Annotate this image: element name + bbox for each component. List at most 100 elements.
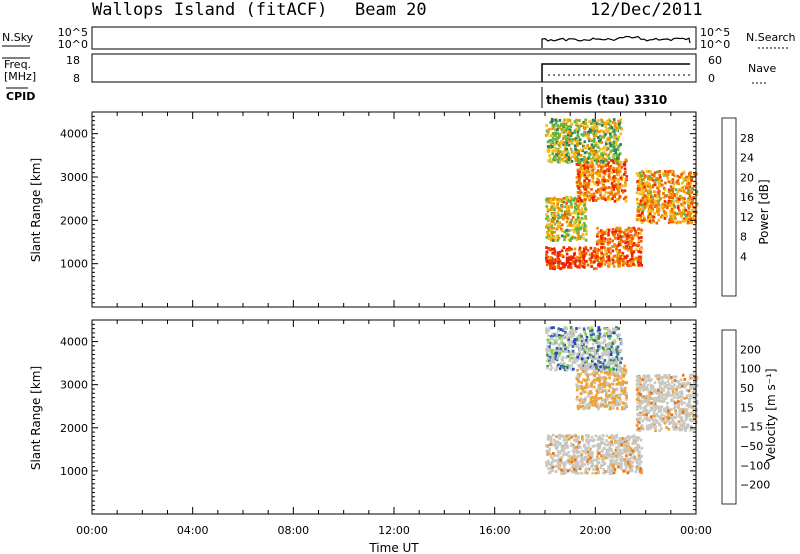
power-cell (571, 260, 575, 264)
velocity-cell (597, 345, 600, 348)
power-cell (573, 154, 577, 158)
velocity-cell (585, 471, 589, 475)
power-cell (651, 203, 654, 206)
velocity-cell (665, 415, 669, 419)
velocity-cell (666, 401, 669, 405)
velocity-cell (677, 414, 681, 417)
velocity-cell (596, 438, 600, 441)
velocity-cell (637, 392, 641, 396)
power-cell (611, 143, 614, 147)
power-cell (649, 202, 653, 206)
velocity-cell (551, 465, 555, 469)
velocity-cell (572, 340, 576, 344)
velocity-cell (578, 399, 581, 402)
power-cell (590, 188, 593, 191)
power-cell (600, 141, 604, 144)
power-cell (617, 261, 620, 264)
velocity-cell (633, 458, 637, 461)
power-cell (674, 217, 677, 220)
power-cell (574, 259, 578, 263)
power-cell (611, 197, 614, 201)
velocity-cell (645, 410, 649, 414)
power-cell (611, 230, 614, 234)
velocity-cell (597, 359, 600, 363)
power-cell (608, 119, 612, 123)
velocity-cell (681, 395, 684, 399)
velocity-cell (647, 391, 650, 394)
velocity-cell (573, 458, 577, 462)
velocity-cell (636, 407, 639, 410)
power-cell (617, 191, 621, 194)
power-cell (685, 175, 688, 179)
power-cell (579, 183, 582, 187)
power-cell (571, 255, 575, 259)
power-cell (599, 170, 602, 174)
power-cell (565, 137, 569, 141)
power-cell (559, 207, 563, 211)
power-cell (581, 124, 585, 128)
power-cell (653, 171, 657, 175)
power-cell (576, 199, 580, 203)
power-cell (667, 199, 671, 203)
velocity-cell (548, 348, 551, 351)
velocity-cell (622, 392, 626, 395)
velocity-cell (546, 365, 549, 368)
power-cell (640, 221, 644, 225)
power-cell (603, 246, 606, 249)
velocity-cell (577, 442, 580, 446)
velocity-cell (609, 443, 613, 447)
velocity-cell (690, 425, 693, 429)
velocity-cell (623, 437, 626, 441)
power-cell (591, 194, 594, 198)
power-cell (556, 132, 559, 135)
power-cell (625, 245, 628, 249)
power-cell (585, 232, 588, 236)
power-cell (593, 195, 597, 198)
power-cell (576, 207, 580, 211)
velocity-cell (578, 350, 581, 354)
power-cell (657, 213, 660, 216)
power-cell (691, 208, 694, 212)
velocity-cell (667, 427, 671, 431)
power-cell (617, 153, 620, 157)
power-cell (568, 213, 572, 217)
velocity-cell (578, 326, 581, 330)
power-cell (662, 196, 665, 199)
power-cell (630, 229, 634, 233)
velocity-cell (586, 363, 589, 366)
power-cell (565, 216, 569, 220)
power-cell (545, 198, 548, 202)
power-cell (577, 135, 580, 139)
velocity-cell (680, 393, 683, 396)
power-cell (596, 173, 600, 177)
power-cell (624, 241, 627, 245)
velocity-cell (648, 427, 652, 430)
power-cell (583, 262, 586, 266)
velocity-cell (555, 446, 559, 450)
velocity-cell (594, 335, 598, 339)
velocity-cell (614, 448, 618, 452)
power-cell (692, 195, 695, 199)
velocity-cell (591, 363, 595, 367)
velocity-cell (568, 434, 572, 438)
power-cell (680, 211, 683, 215)
velocity-cell (614, 462, 618, 465)
velocity-cell (576, 343, 580, 347)
velocity-cell (600, 385, 603, 389)
power-cell (556, 128, 559, 132)
power-cell (663, 188, 667, 192)
power-cell (580, 200, 583, 204)
velocity-cell (546, 341, 550, 344)
power-cell (598, 130, 601, 134)
power-cell (578, 202, 582, 206)
velocity-cell (607, 372, 611, 376)
power-cell (673, 174, 676, 178)
velocity-cell (550, 337, 554, 340)
power-cell (566, 133, 570, 137)
velocity-cell (628, 462, 632, 466)
power-cell (665, 174, 669, 178)
velocity-cell (596, 352, 599, 356)
power-cell (592, 145, 595, 149)
velocity-cell (562, 449, 565, 453)
power-cell (553, 265, 557, 269)
